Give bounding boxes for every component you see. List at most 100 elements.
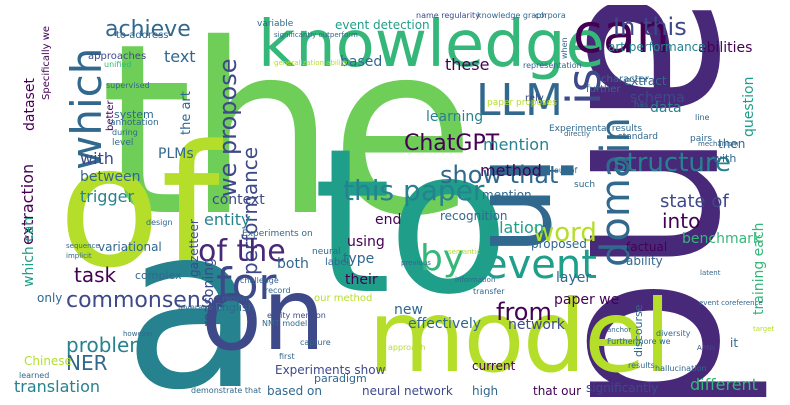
word-demonstrate-that: demonstrate that	[191, 386, 262, 395]
word-their: their	[345, 272, 378, 288]
word-significantly-outperform: significantly outperform	[274, 31, 358, 39]
word-into: into	[662, 209, 701, 233]
word-then: then	[718, 137, 746, 151]
word-with: with	[80, 149, 114, 168]
word-trigger: trigger	[80, 187, 135, 206]
word-different: different	[690, 375, 758, 394]
word-LLM: LLM	[476, 75, 563, 126]
word-challenge: challenge	[240, 276, 279, 285]
word-chinese: Chinese	[24, 354, 72, 368]
word-has: has	[634, 100, 649, 109]
word-ability: ability	[626, 254, 663, 268]
word-diversity: diversity	[656, 329, 691, 338]
word-network: network	[508, 317, 565, 333]
word-commonsense: commonsense	[66, 288, 226, 313]
word-directly: directly	[564, 130, 591, 138]
word-NER: NER	[66, 351, 108, 375]
word-paper-we: paper we	[554, 292, 620, 308]
word-learning: learning	[426, 109, 484, 125]
word-the: the	[100, 5, 475, 268]
word-relation: relation	[483, 218, 544, 237]
word-specifically-we: Specifically we	[41, 25, 52, 100]
word-character: character	[601, 74, 649, 85]
word-furthermore-we: Furthermore we	[607, 337, 671, 346]
word-by: by	[420, 238, 465, 279]
word-art-performance: art performance	[608, 40, 706, 54]
word-the-art: the art	[179, 91, 194, 135]
word-type: type	[343, 251, 375, 267]
word-paper-proposes: paper proposes	[487, 98, 557, 108]
word-of-the: of the	[198, 234, 286, 269]
word-corpora: corpora	[535, 11, 566, 20]
word-our-method: our method	[314, 293, 373, 304]
word-generalization-ability: generalization ability	[274, 59, 348, 67]
word-cloud-canvas: the and to of a on model in knowledge ca…	[8, 5, 780, 397]
word-task: task	[74, 263, 117, 287]
word-based: based	[340, 54, 383, 70]
word-event: event	[483, 242, 597, 288]
word-first: first	[279, 352, 295, 361]
word-pairs: pairs	[690, 134, 713, 144]
word-for: for	[216, 259, 277, 310]
word-these: these	[445, 55, 490, 74]
word-it: it	[730, 336, 739, 350]
word-design: design	[146, 218, 173, 227]
word-recognition: recognition	[440, 209, 508, 223]
word-annotation: annotation	[110, 118, 159, 128]
word-which-can: which can	[21, 216, 37, 287]
word-record: record	[265, 286, 291, 295]
word-name-regularity: name regularity	[416, 11, 480, 20]
word-level: level	[112, 138, 134, 148]
word-however: however	[123, 330, 154, 338]
word-results: results	[628, 361, 655, 370]
word-mention: mention	[483, 135, 550, 154]
word-neural-network: neural network	[362, 384, 453, 397]
word-between: between	[80, 169, 141, 185]
word-anchor: anchor	[607, 326, 632, 334]
word-standard: standard	[618, 132, 658, 142]
word-current: current	[472, 359, 516, 373]
word-event-coreference: event coreference	[699, 299, 763, 307]
word-system: system	[114, 108, 154, 121]
word-that-our: that our	[533, 384, 582, 397]
word-information: information	[455, 276, 496, 284]
word-region: region	[222, 294, 248, 303]
word-unified: unified	[104, 60, 132, 69]
word-capture: capture	[300, 338, 331, 347]
word-nmt-model: NMT model	[262, 319, 308, 328]
word-to-address: to address	[116, 30, 169, 41]
word-experiments-on: Experiments on	[242, 229, 313, 239]
word-such: such	[574, 180, 596, 190]
word-previous: previous	[401, 259, 431, 267]
word-translation: translation	[14, 377, 101, 396]
word-paradigm: paradigm	[314, 372, 367, 385]
word-neural: neural	[312, 247, 341, 257]
word-to: to	[313, 106, 510, 339]
word-layer: layer	[556, 270, 592, 286]
word-problem: problem	[66, 333, 149, 357]
word-we-propose: we propose	[214, 58, 242, 197]
word-approaches: approaches	[88, 51, 147, 62]
word-ChatGPT: ChatGPT	[404, 131, 500, 156]
word-can: can	[573, 5, 671, 65]
word-experimental-results: Experimental results	[549, 124, 643, 134]
word-structure: structure	[613, 148, 731, 178]
word-mention-2: mention	[482, 188, 532, 202]
word-knowledge: knowledge	[258, 8, 605, 82]
word-approach: approach	[388, 343, 426, 352]
word-on: on	[201, 256, 326, 373]
word-with-2: with	[713, 152, 737, 165]
word-representation: representation	[523, 61, 582, 70]
word-significantly: significantly	[586, 381, 659, 395]
word-end: end	[375, 212, 402, 228]
word-high: high	[472, 384, 499, 397]
word-only: only	[37, 291, 63, 305]
word-achieve: achieve	[105, 17, 191, 42]
word-new: new	[394, 302, 423, 318]
word-data: data	[650, 100, 682, 116]
word-semantic: semantic	[448, 248, 481, 256]
word-variational: variational	[98, 240, 162, 254]
word-using: using	[347, 234, 385, 250]
word-in-this: In this	[613, 13, 687, 41]
